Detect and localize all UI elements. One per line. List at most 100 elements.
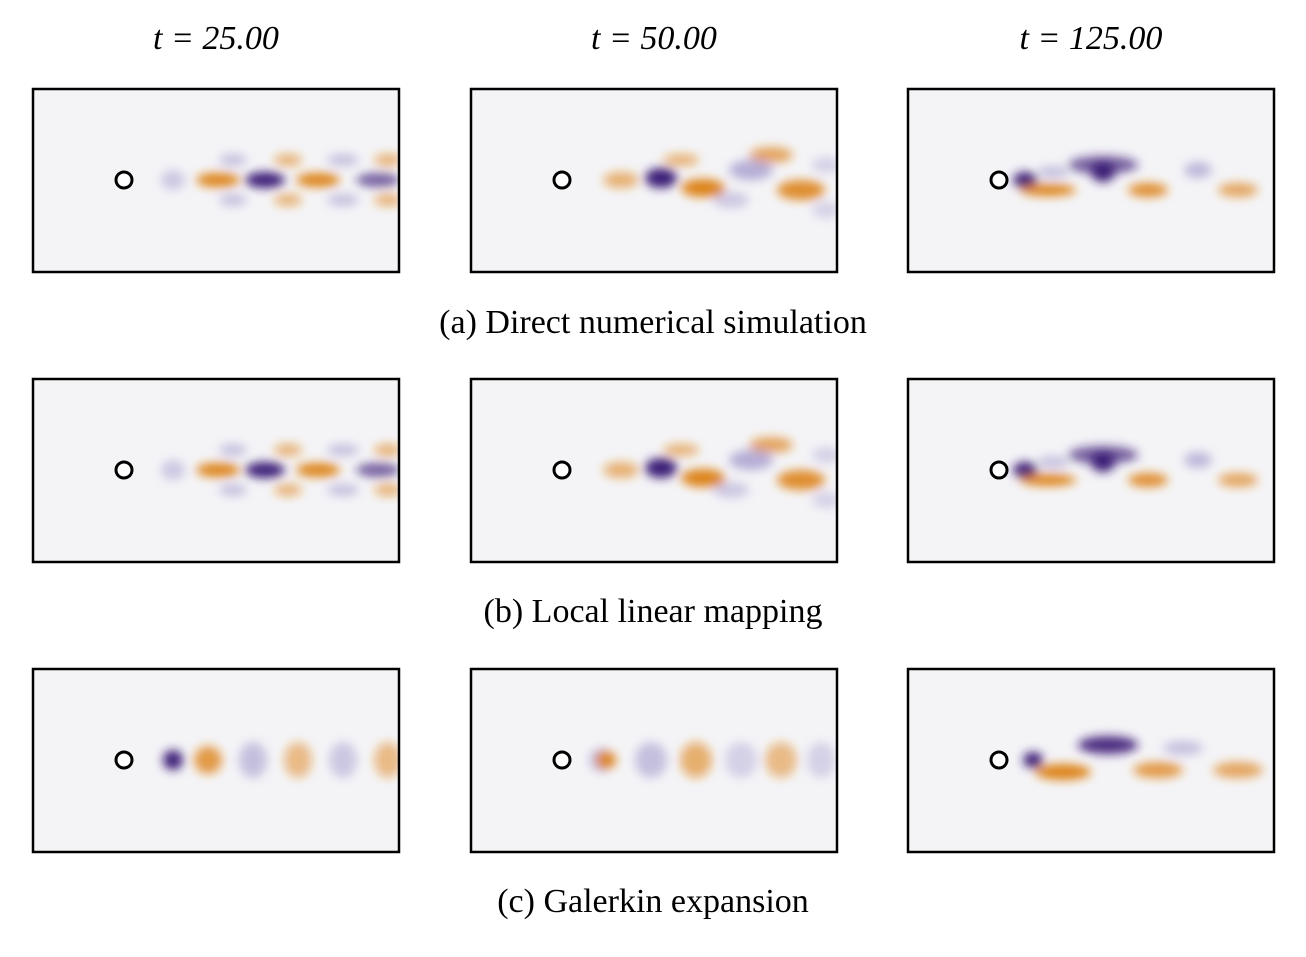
vortex	[812, 157, 837, 173]
vortex	[356, 463, 399, 477]
column-title: t = 25.00	[153, 20, 279, 57]
vortex	[245, 172, 285, 188]
vorticity	[1023, 736, 1263, 780]
vortex	[681, 469, 725, 487]
column-title: t = 50.00	[591, 20, 717, 57]
vortex	[1091, 452, 1115, 472]
vortex	[1020, 474, 1076, 486]
flow-panel	[471, 669, 837, 852]
vortex	[274, 444, 302, 456]
vortex	[663, 444, 699, 456]
vortex	[239, 742, 267, 778]
cylinder	[989, 170, 1009, 190]
vortex	[219, 484, 247, 496]
vortex	[749, 147, 793, 163]
vortex	[1184, 452, 1212, 468]
cylinder	[989, 750, 1009, 770]
vortex	[374, 154, 399, 166]
vortex	[161, 170, 185, 190]
vorticity	[163, 742, 399, 778]
vortex	[1091, 162, 1115, 182]
vortex	[296, 463, 340, 477]
flow-panel	[908, 379, 1274, 562]
vortex	[245, 462, 285, 478]
vortex	[1218, 473, 1258, 487]
vortex	[356, 173, 399, 187]
vortex	[812, 447, 837, 463]
vortex	[374, 484, 399, 496]
vortex	[663, 154, 699, 166]
panel-frame	[906, 667, 1276, 854]
vortex	[1133, 762, 1183, 778]
panel-frame	[31, 87, 401, 274]
flow-panel	[33, 379, 399, 562]
vortex	[219, 444, 247, 456]
vortex	[1013, 462, 1037, 478]
flow-panel	[471, 89, 837, 272]
vortex	[1035, 764, 1091, 780]
flow-panel	[33, 89, 399, 272]
vorticity	[1013, 446, 1258, 487]
vortex	[729, 450, 773, 470]
vortex	[1037, 456, 1069, 468]
panel-bg	[908, 669, 1274, 852]
vortex	[1037, 166, 1069, 178]
panel-frame	[469, 377, 839, 564]
vorticity	[603, 437, 837, 508]
vortex	[1128, 473, 1168, 487]
vortex	[327, 154, 359, 166]
flow-panel	[33, 669, 399, 852]
vortex	[1184, 162, 1212, 178]
vortex	[374, 742, 399, 778]
vortex	[329, 742, 357, 778]
cylinder	[552, 750, 572, 770]
vortex	[729, 160, 773, 180]
panel-frame	[906, 87, 1276, 274]
panel-frame	[469, 667, 839, 854]
vortex	[603, 462, 639, 478]
vortex	[807, 742, 835, 778]
vortex	[725, 742, 757, 778]
vortex	[1078, 736, 1138, 754]
cylinder	[114, 460, 134, 480]
vortex	[296, 173, 340, 187]
vortex	[196, 173, 240, 187]
vortex	[1218, 183, 1258, 197]
vortex	[603, 172, 639, 188]
panel-bg	[908, 89, 1274, 272]
panel-frame	[31, 377, 401, 564]
flow-panel	[908, 669, 1274, 852]
panel-frame	[469, 87, 839, 274]
cylinder	[114, 750, 134, 770]
vortex	[777, 470, 825, 490]
vortex	[680, 742, 712, 778]
cylinder	[989, 460, 1009, 480]
vortex	[713, 192, 749, 208]
vortex	[219, 154, 247, 166]
flow-panel	[471, 379, 837, 562]
vortex	[777, 180, 825, 200]
vortex	[635, 742, 667, 778]
panel-frame	[906, 377, 1276, 564]
cylinder	[552, 460, 572, 480]
vortex	[765, 742, 797, 778]
vortex	[812, 492, 837, 508]
vortex	[327, 194, 359, 206]
vortex	[284, 742, 312, 778]
vortex	[645, 168, 677, 188]
cylinder	[114, 170, 134, 190]
vorticity	[1013, 156, 1258, 197]
vortex	[374, 194, 399, 206]
vortex	[219, 194, 247, 206]
row-caption: (b) Local linear mapping	[484, 593, 823, 630]
vorticity	[603, 147, 837, 218]
cylinder	[552, 170, 572, 190]
column-title: t = 125.00	[1020, 20, 1163, 57]
vortex	[1213, 762, 1263, 778]
vortex	[812, 202, 837, 218]
row-caption: (a) Direct numerical simulation	[439, 304, 867, 341]
vortex	[274, 484, 302, 496]
vortex	[1128, 183, 1168, 197]
row-caption: (c) Galerkin expansion	[497, 883, 809, 920]
